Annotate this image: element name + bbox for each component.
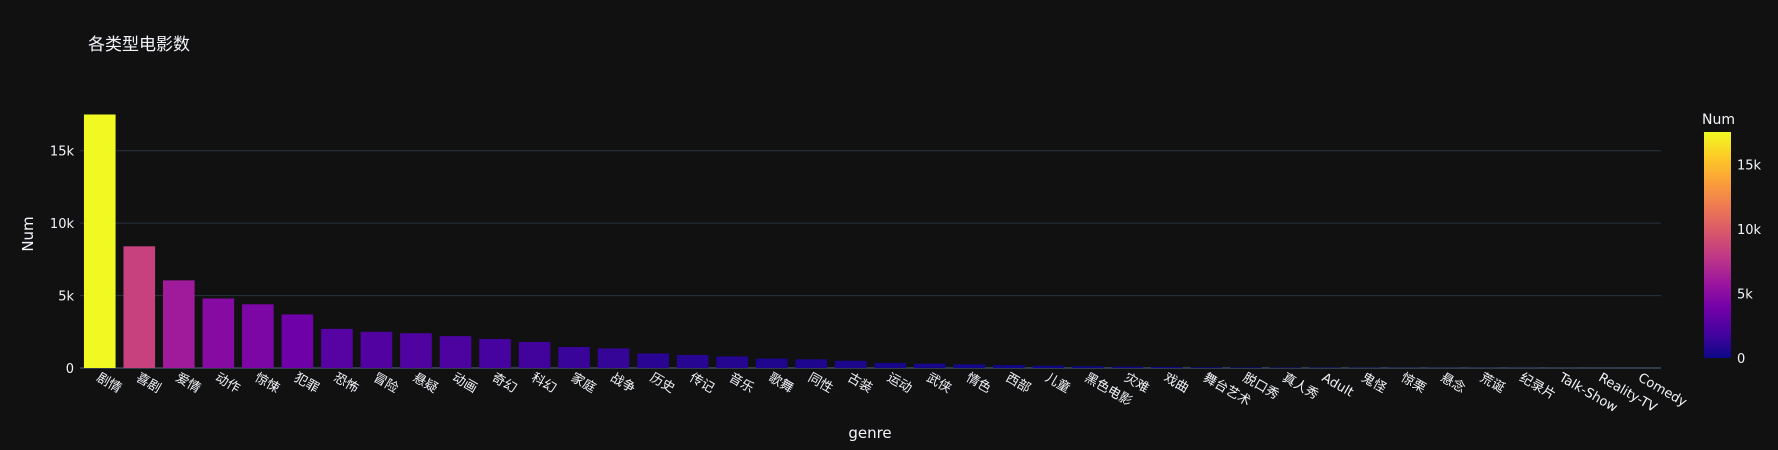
- x-tick-label: 纪录片: [1517, 370, 1558, 402]
- bar[interactable]: [993, 365, 1025, 368]
- x-tick-label: 恐怖: [331, 370, 362, 397]
- x-tick-label: 喜剧: [133, 370, 163, 396]
- x-tick-label: 戏曲: [1161, 370, 1191, 396]
- bar[interactable]: [202, 298, 235, 368]
- y-tick-label: 10k: [50, 217, 75, 232]
- x-tick-label: 音乐: [726, 370, 757, 397]
- bar[interactable]: [1072, 366, 1104, 368]
- bar[interactable]: [400, 333, 432, 368]
- x-tick-label: 荒诞: [1477, 370, 1507, 396]
- colorbar-tick-label: 15k: [1737, 158, 1762, 173]
- bar[interactable]: [242, 304, 274, 368]
- colorbar-ticks: 0 5k 10k 15k: [1737, 158, 1762, 367]
- bar[interactable]: [83, 114, 116, 369]
- chart-title: 各类型电影数: [88, 35, 190, 55]
- bar[interactable]: [281, 314, 314, 368]
- x-tick-label: 情色: [963, 370, 994, 397]
- x-tick-label: 真人秀: [1280, 370, 1321, 402]
- bars: [83, 114, 1658, 369]
- colorbar-gradient: [1704, 132, 1731, 358]
- grid-lines: [80, 150, 1661, 369]
- x-tick-label: 古装: [845, 370, 875, 396]
- bar[interactable]: [558, 346, 590, 368]
- x-tick-label: 家庭: [568, 370, 599, 397]
- x-axis-ticks: 剧情 喜剧 爱情 动作 惊悚 犯罪 恐怖 冒险 悬疑 动画 奇幻 科幻 家庭 战争 历史 传记 音乐 歌舞 同性 古装…: [94, 370, 1690, 416]
- y-axis-ticks: 0 5k 10k 15k: [50, 145, 75, 377]
- y-tick-label: 15k: [50, 145, 75, 160]
- colorbar-tick-label: 10k: [1737, 223, 1762, 238]
- x-tick-label: 冒险: [370, 370, 400, 396]
- bar[interactable]: [123, 246, 156, 368]
- bar[interactable]: [913, 363, 946, 368]
- x-tick-label: 武侠: [924, 370, 954, 396]
- x-tick-label: 歌舞: [766, 370, 796, 396]
- bar[interactable]: [1111, 366, 1144, 368]
- x-tick-label: 同性: [805, 370, 835, 396]
- y-tick-label: 0: [66, 362, 74, 377]
- x-tick-label: 西部: [1003, 370, 1033, 396]
- bar[interactable]: [163, 280, 195, 368]
- x-tick-label: 动画: [449, 370, 479, 396]
- bar[interactable]: [1230, 367, 1262, 368]
- bar[interactable]: [518, 341, 551, 368]
- bar[interactable]: [874, 362, 907, 368]
- bar[interactable]: [321, 328, 353, 368]
- bar[interactable]: [1032, 365, 1065, 368]
- colorbar-title: Num: [1702, 112, 1735, 128]
- bar[interactable]: [360, 331, 393, 368]
- bar[interactable]: [479, 339, 511, 368]
- x-tick-label: 儿童: [1042, 370, 1073, 397]
- bar[interactable]: [637, 353, 669, 368]
- x-tick-label: 运动: [884, 370, 914, 396]
- x-tick-label: 剧情: [94, 370, 124, 396]
- colorbar-tick-label: 0: [1737, 352, 1745, 367]
- x-tick-label: 惊悚: [252, 370, 282, 396]
- x-tick-label: 科幻: [529, 370, 559, 396]
- colorbar-tick-label: 5k: [1737, 287, 1753, 302]
- x-tick-label: 动作: [212, 370, 242, 396]
- x-tick-label: 奇幻: [489, 370, 520, 397]
- x-tick-label: 犯罪: [291, 370, 321, 396]
- bar[interactable]: [439, 336, 472, 368]
- x-tick-label: 悬疑: [410, 370, 441, 397]
- bar[interactable]: [755, 358, 788, 368]
- bar[interactable]: [676, 354, 709, 368]
- bar[interactable]: [1151, 366, 1183, 368]
- x-axis-title: genre: [848, 424, 891, 442]
- x-tick-label: 历史: [647, 370, 677, 396]
- x-tick-label: 爱情: [173, 370, 203, 396]
- x-tick-label: 鬼怪: [1359, 370, 1390, 397]
- colorbar: Num 0 5k 10k 15k: [1702, 112, 1762, 367]
- x-tick-label: 战争: [608, 370, 638, 396]
- bar[interactable]: [597, 348, 630, 368]
- x-tick-label: 悬念: [1438, 370, 1469, 397]
- x-tick-label: 惊栗: [1398, 370, 1428, 396]
- bar[interactable]: [953, 364, 986, 368]
- bar[interactable]: [834, 360, 867, 368]
- x-tick-label: Adult: [1319, 370, 1356, 400]
- y-tick-label: 5k: [58, 290, 74, 305]
- y-axis-title: Num: [19, 216, 37, 251]
- bar[interactable]: [716, 356, 748, 368]
- bar[interactable]: [795, 359, 828, 368]
- x-tick-label: 传记: [687, 370, 717, 396]
- bar[interactable]: [1190, 367, 1223, 368]
